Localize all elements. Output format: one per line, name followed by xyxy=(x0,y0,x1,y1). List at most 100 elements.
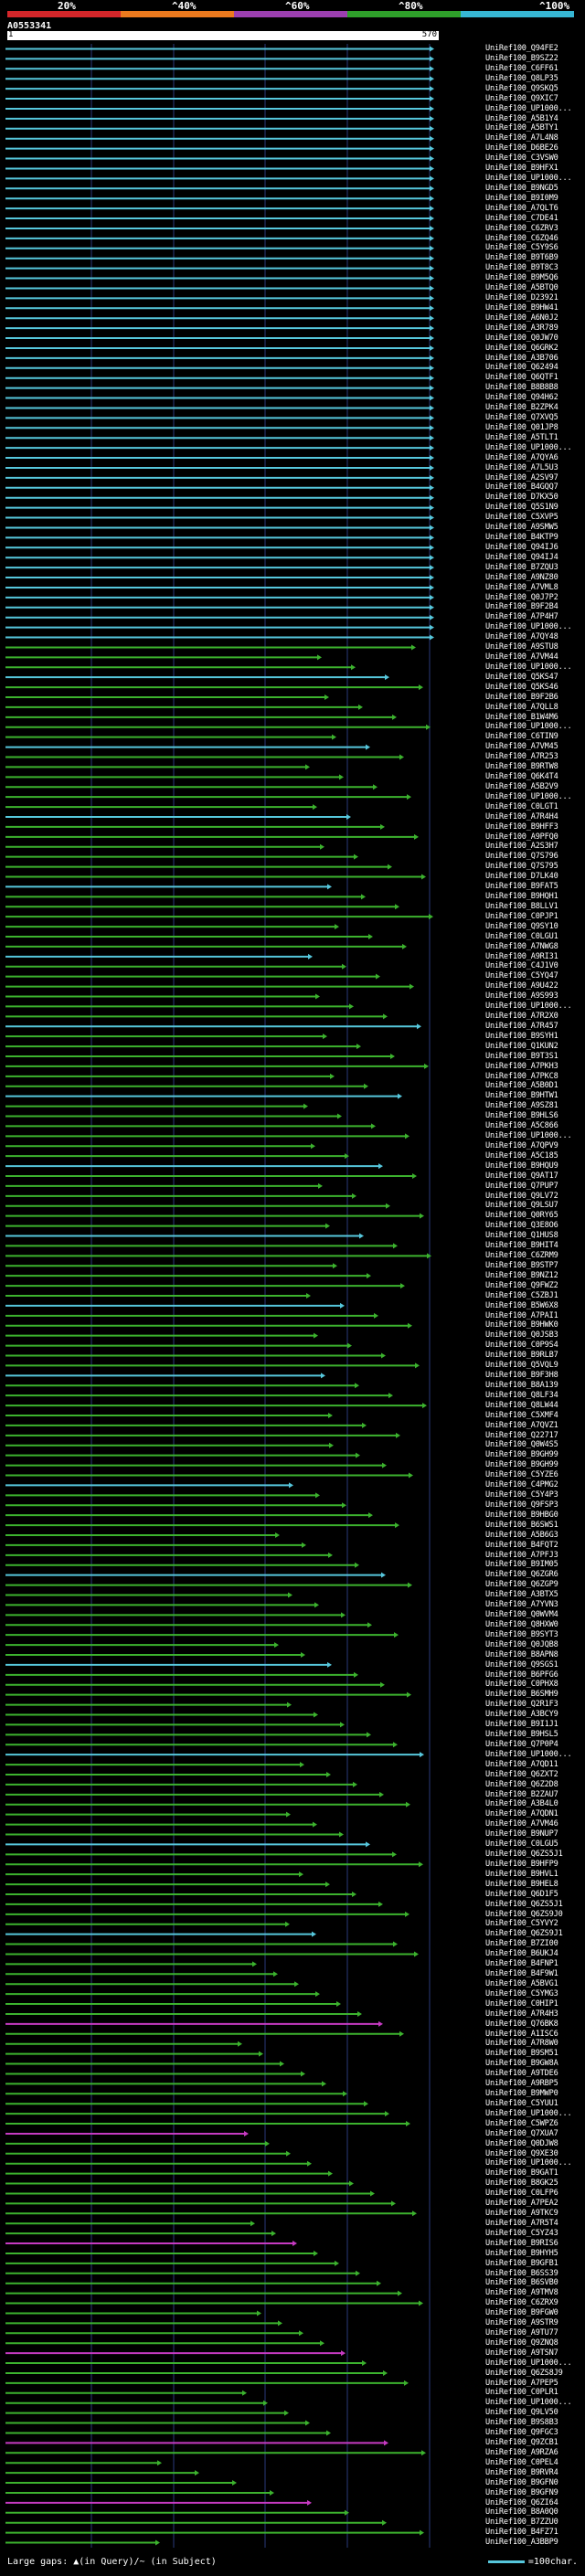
hit-bar[interactable] xyxy=(5,155,434,162)
hit-bar[interactable] xyxy=(5,2071,305,2077)
hit-bar[interactable] xyxy=(5,1452,360,1458)
hit-label[interactable]: UniRef100_A9PFQ0 xyxy=(485,832,558,842)
hit-label[interactable]: UniRef100_Q5KS47 xyxy=(485,672,558,682)
hit-bar[interactable] xyxy=(5,1911,410,1917)
hit-label[interactable]: UniRef100_A3B706 xyxy=(485,353,558,363)
hit-bar[interactable] xyxy=(5,484,434,491)
hit-bar[interactable] xyxy=(5,2061,284,2067)
hit-bar[interactable] xyxy=(5,804,317,811)
hit-label[interactable]: UniRef100_Q7XUA7 xyxy=(485,2128,558,2138)
hit-bar[interactable] xyxy=(5,265,434,271)
hit-label[interactable]: UniRef100_B9HEL8 xyxy=(485,1879,558,1889)
hit-label[interactable]: UniRef100_B9HSL5 xyxy=(485,1730,558,1740)
hit-bar[interactable] xyxy=(5,425,434,431)
hit-bar[interactable] xyxy=(5,2081,326,2087)
hit-label[interactable]: UniRef100_C5Y4P3 xyxy=(485,1490,558,1500)
hit-bar[interactable] xyxy=(5,2260,339,2266)
hit-label[interactable]: UniRef100_A2S3H7 xyxy=(485,842,558,852)
hit-bar[interactable] xyxy=(5,664,356,671)
hit-bar[interactable] xyxy=(5,2150,291,2157)
hit-bar[interactable] xyxy=(5,255,434,261)
hit-bar[interactable] xyxy=(5,1901,383,1907)
hit-bar[interactable] xyxy=(5,2190,375,2197)
hit-label[interactable]: UniRef100_Q9XIC7 xyxy=(485,93,558,103)
hit-bar[interactable] xyxy=(5,535,434,541)
hit-bar[interactable] xyxy=(5,2330,303,2337)
hit-label[interactable]: UniRef100_A7R8W0 xyxy=(485,2039,558,2049)
hit-bar[interactable] xyxy=(5,206,434,212)
hit-label[interactable]: UniRef100_A9STR9 xyxy=(485,2318,558,2328)
hit-bar[interactable] xyxy=(5,1871,303,1878)
hit-bar[interactable] xyxy=(5,1981,299,1988)
hit-label[interactable]: UniRef100_B8LLV1 xyxy=(485,901,558,911)
hit-bar[interactable] xyxy=(5,943,407,949)
hit-label[interactable]: UniRef100_A7R4H4 xyxy=(485,811,558,822)
hit-bar[interactable] xyxy=(5,245,434,251)
hit-label[interactable]: UniRef100_UP1000... xyxy=(485,791,572,801)
hit-bar[interactable] xyxy=(5,1193,356,1199)
hit-label[interactable]: UniRef100_A5B1Y4 xyxy=(485,113,558,123)
hit-label[interactable]: UniRef100_C0PLR1 xyxy=(485,2388,558,2398)
hit-bar[interactable] xyxy=(5,2489,274,2496)
hit-label[interactable]: UniRef100_Q6ZS9J0 xyxy=(485,1909,563,1919)
hit-bar[interactable] xyxy=(5,1182,323,1189)
hit-label[interactable]: UniRef100_Q0JQB8 xyxy=(485,1639,558,1649)
hit-bar[interactable] xyxy=(5,1054,395,1060)
hit-label[interactable]: UniRef100_B9GH99 xyxy=(485,1460,558,1470)
hit-bar[interactable] xyxy=(5,175,434,182)
hit-label[interactable]: UniRef100_B9M5Q6 xyxy=(485,273,558,283)
hit-label[interactable]: UniRef100_Q6ZXT2 xyxy=(485,1769,558,1779)
hit-bar[interactable] xyxy=(5,1941,398,1947)
hit-label[interactable]: UniRef100_B9HQU9 xyxy=(485,1161,558,1171)
hit-bar[interactable] xyxy=(5,275,434,281)
hit-label[interactable]: UniRef100_B8A0Q0 xyxy=(485,2507,558,2518)
hit-bar[interactable] xyxy=(5,823,385,830)
hit-label[interactable]: UniRef100_A3B4L0 xyxy=(485,1799,558,1809)
hit-bar[interactable] xyxy=(5,285,434,292)
hit-label[interactable]: UniRef100_B9HWK0 xyxy=(485,1320,558,1330)
hit-bar[interactable] xyxy=(5,2519,387,2526)
hit-bar[interactable] xyxy=(5,684,423,691)
hit-label[interactable]: UniRef100_B9HLS6 xyxy=(485,1111,558,1121)
hit-bar[interactable] xyxy=(5,2529,424,2536)
hit-bar[interactable] xyxy=(5,2509,349,2516)
hit-label[interactable]: UniRef100_B9SZ22 xyxy=(485,54,558,64)
hit-bar[interactable] xyxy=(5,2101,368,2107)
hit-label[interactable]: UniRef100_Q6ZS8J9 xyxy=(485,2368,563,2378)
hit-label[interactable]: UniRef100_A9TKC9 xyxy=(485,2209,558,2218)
hit-label[interactable]: UniRef100_A7QLL8 xyxy=(485,702,558,712)
hit-label[interactable]: UniRef100_A9STU8 xyxy=(485,642,558,652)
hit-bar[interactable] xyxy=(5,1332,318,1339)
hit-label[interactable]: UniRef100_D6BE26 xyxy=(485,143,558,154)
hit-label[interactable]: UniRef100_Q9LV72 xyxy=(485,1191,558,1201)
hit-bar[interactable] xyxy=(5,843,324,850)
hit-label[interactable]: UniRef100_C5YMG3 xyxy=(485,1988,558,1998)
hit-label[interactable]: UniRef100_A7VM44 xyxy=(485,652,558,663)
hit-bar[interactable] xyxy=(5,973,380,980)
hit-bar[interactable] xyxy=(5,1044,361,1050)
hit-bar[interactable] xyxy=(5,614,434,620)
hit-label[interactable]: UniRef100_Q5S1N9 xyxy=(485,503,558,513)
hit-bar[interactable] xyxy=(5,1622,372,1628)
hit-bar[interactable] xyxy=(5,1542,306,1548)
hit-bar[interactable] xyxy=(5,1403,427,1409)
hit-bar[interactable] xyxy=(5,1312,378,1319)
hit-label[interactable]: UniRef100_A5BTY1 xyxy=(485,123,558,133)
hit-label[interactable]: UniRef100_B6SMH9 xyxy=(485,1690,558,1700)
hit-bar[interactable] xyxy=(5,594,434,600)
hit-bar[interactable] xyxy=(5,1801,410,1807)
hit-label[interactable]: UniRef100_UP1000... xyxy=(485,722,572,732)
hit-label[interactable]: UniRef100_A7R2X0 xyxy=(485,1012,558,1022)
hit-bar[interactable] xyxy=(5,1661,332,1668)
hit-label[interactable]: UniRef100_B9HW41 xyxy=(485,302,558,313)
hit-label[interactable]: UniRef100_C0LGT1 xyxy=(485,801,558,811)
hit-label[interactable]: UniRef100_A9TSN7 xyxy=(485,2348,558,2358)
hit-bar[interactable] xyxy=(5,474,434,481)
hit-label[interactable]: UniRef100_A7QY48 xyxy=(485,632,558,642)
hit-bar[interactable] xyxy=(5,1373,325,1379)
hit-label[interactable]: UniRef100_Q6ZS9J1 xyxy=(485,1929,563,1939)
hit-label[interactable]: UniRef100_A7NWG8 xyxy=(485,941,558,951)
hit-bar[interactable] xyxy=(5,2380,409,2386)
hit-bar[interactable] xyxy=(5,86,434,92)
hit-label[interactable]: UniRef100_A7PEP5 xyxy=(485,2378,558,2388)
